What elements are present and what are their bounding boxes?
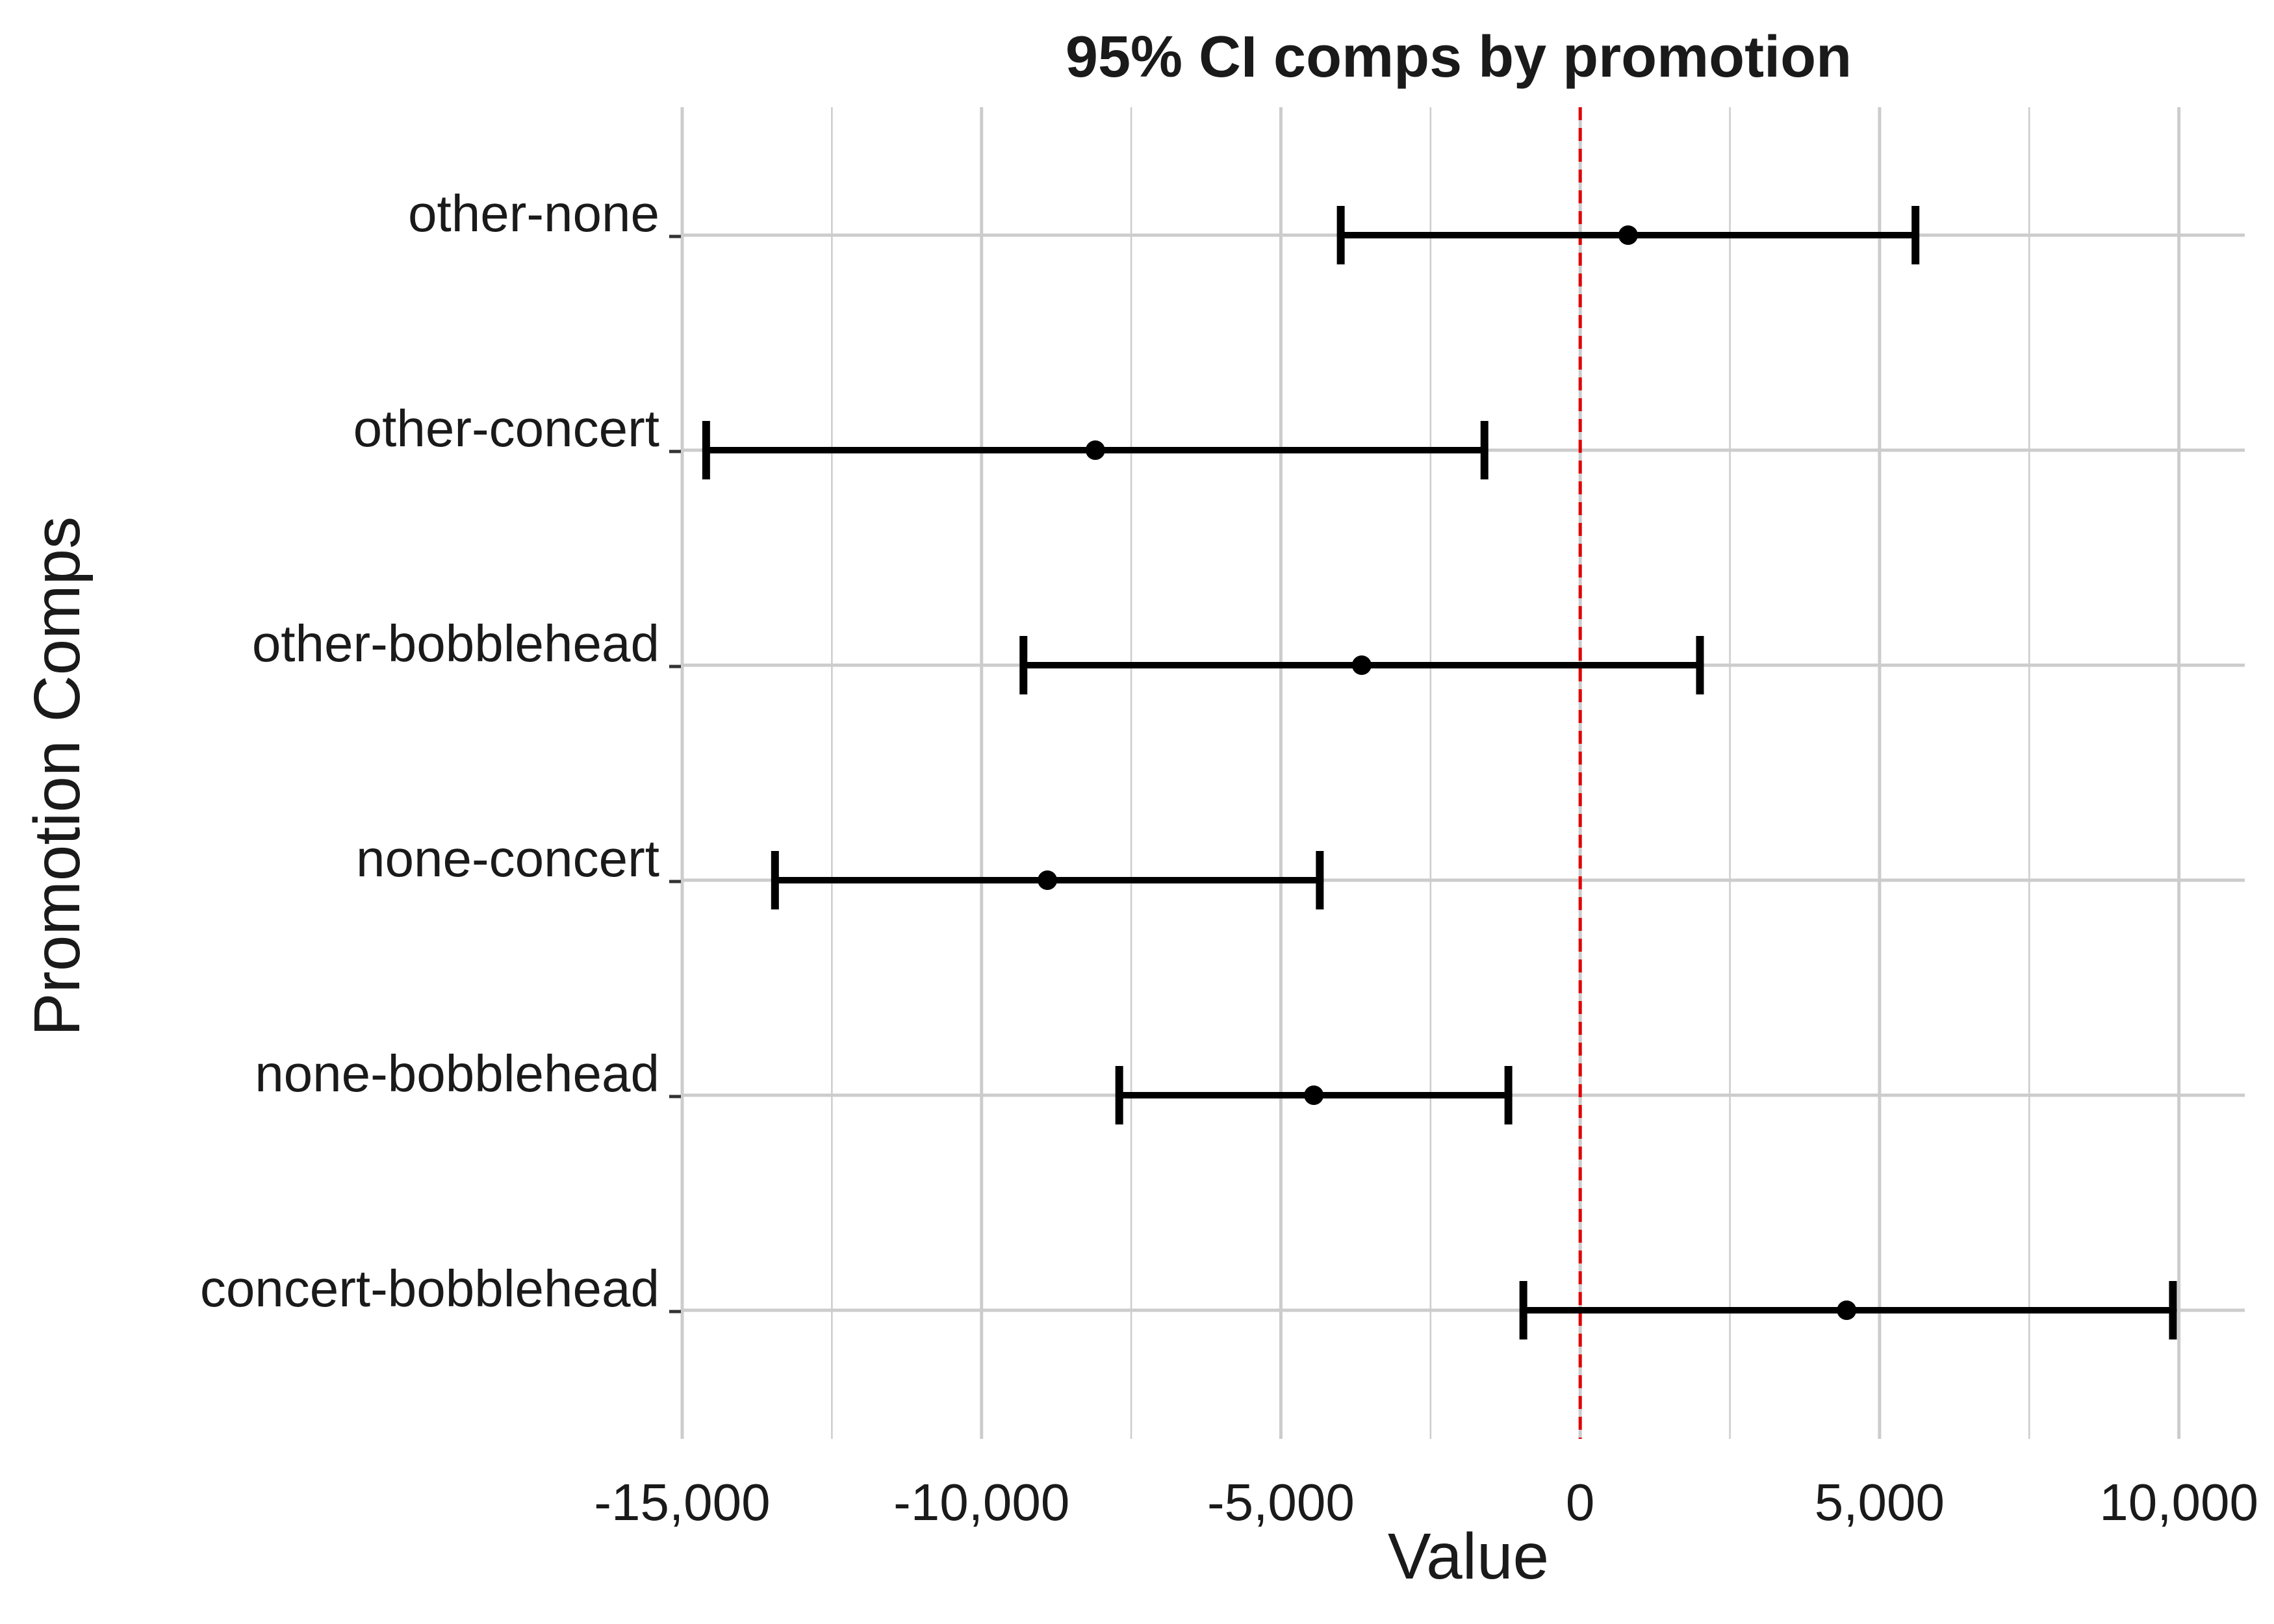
point-estimate bbox=[1038, 870, 1058, 890]
y-tick-label: other-bobblehead bbox=[252, 615, 659, 672]
point-estimate bbox=[1837, 1300, 1857, 1320]
x-axis-title: Value bbox=[1388, 1520, 1549, 1593]
y-tick-label: none-concert bbox=[356, 830, 659, 887]
grid bbox=[680, 107, 2245, 1439]
y-tick-label: none-bobblehead bbox=[255, 1045, 659, 1102]
chart-title: 95% CI comps by promotion bbox=[1066, 25, 1852, 90]
x-tick-label: -5,000 bbox=[1207, 1473, 1355, 1531]
x-tick-label: -15,000 bbox=[594, 1473, 770, 1531]
point-estimate bbox=[1304, 1085, 1324, 1105]
x-tick-label: 0 bbox=[1566, 1473, 1595, 1531]
point-estimate bbox=[1618, 225, 1638, 245]
error-bars bbox=[702, 206, 2177, 1339]
y-axis-title: Promotion Comps bbox=[21, 516, 94, 1036]
point-estimate bbox=[1351, 655, 1372, 675]
x-tick-label: 10,000 bbox=[2099, 1473, 2258, 1531]
y-tick-label: other-none bbox=[408, 184, 659, 242]
x-tick-label: -10,000 bbox=[893, 1473, 1069, 1531]
axis-ticks: -15,000 -10,000 -5,000 0 5,000 10,000 other-no… bbox=[200, 184, 2258, 1531]
y-tick-label: other-concert bbox=[353, 400, 659, 457]
point-estimate bbox=[1085, 440, 1105, 460]
y-tick-label: concert-bobblehead bbox=[200, 1260, 659, 1317]
x-tick-label: 5,000 bbox=[1815, 1473, 1945, 1531]
